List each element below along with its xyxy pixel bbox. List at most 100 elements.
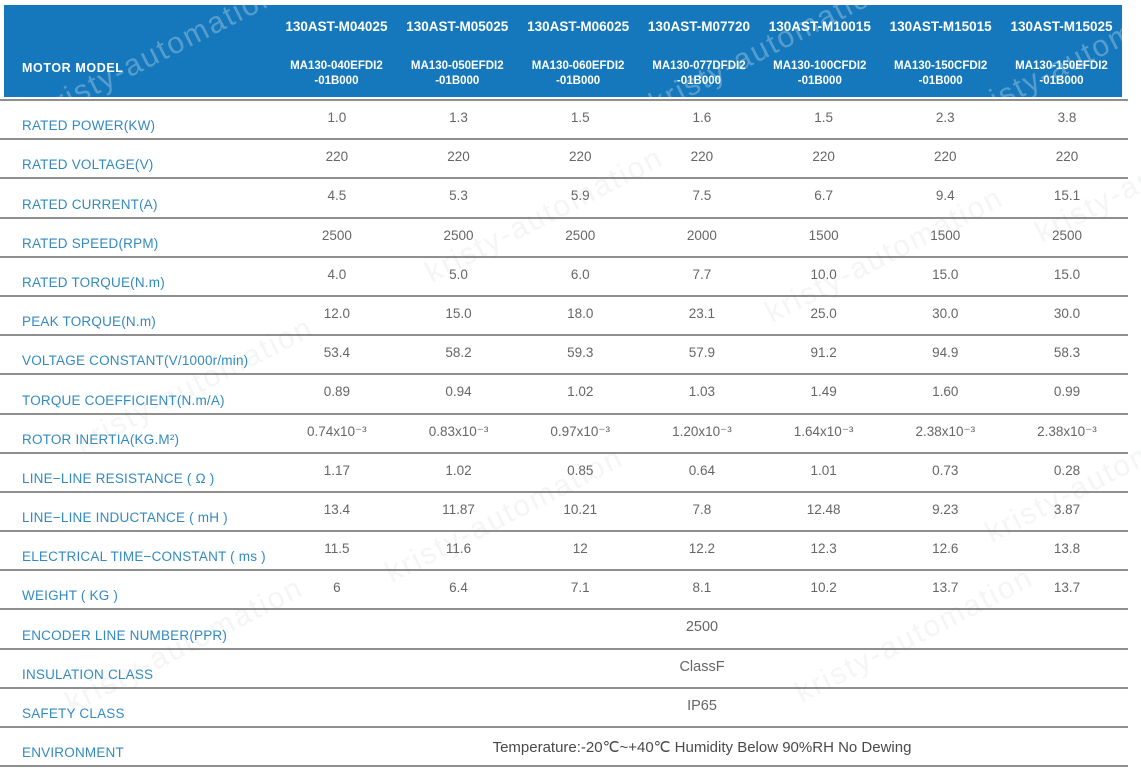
table-row: RATED POWER(KW) 1.0 1.3 1.5 1.6 1.5 2.3 3.8 (0, 101, 1128, 141)
value-cell: 10.2 (810, 580, 837, 596)
value-cell: 15.0 (445, 305, 472, 321)
value-cell: 220 (690, 149, 714, 165)
motor-part-number-line2: -01B000 (797, 75, 842, 87)
row-label: WEIGHT ( KG ) (22, 588, 119, 604)
value-cell: 0.73 (932, 462, 959, 478)
header-column: 130AST-M15025 MA130-150EFDI2 -01B000 (1001, 5, 1122, 97)
motor-part-number: MA130-150CFDI2 -01B000 (880, 59, 1001, 89)
row-label: ENCODER LINE NUMBER(PPR) (22, 627, 228, 643)
table-body: RATED POWER(KW) 1.0 1.3 1.5 1.6 1.5 2.3 3.8 RA… (0, 99, 1128, 768)
motor-part-number-line1: MA130-100CFDI2 (773, 60, 867, 72)
value-cell: 6.0 (570, 266, 590, 282)
row-label: PEAK TORQUE(N.m) (22, 314, 156, 330)
value-cell: 220 (812, 149, 835, 165)
row-label: ENVIRONMENT (22, 745, 124, 761)
table-row: RATED TORQUE(N.m) 4.0 5.0 6.0 7.7 10.0 15.0 15… (0, 258, 1128, 297)
value-cell: 10.0 (810, 266, 837, 282)
value-cell: 11.87 (442, 501, 475, 517)
motor-model-number: 130AST-M10015 (768, 19, 871, 34)
table-row: RATED VOLTAGE(V) 220 220 220 220 220 220 220 (0, 140, 1128, 180)
value-cell: 2500 (443, 227, 474, 243)
table-row: WEIGHT ( KG ) 6 6.4 7.1 8.1 10.2 13.7 13.7 (0, 571, 1128, 611)
row-cells: 0.74x10⁻³ 0.83x10⁻³ 0.97x10⁻³ 1.20x10⁻³ 1.64… (276, 415, 1128, 452)
motor-part-number-line2: -01B000 (1039, 75, 1084, 87)
header-column: 130AST-M10015 MA130-100CFDI2 -01B000 (759, 5, 880, 97)
table-row-merged: INSULATION CLASS ClassF (0, 650, 1128, 689)
row-label: RATED CURRENT(A) (22, 196, 158, 212)
value-cell: 59.3 (567, 345, 594, 361)
row-label: ROTOR INERTIA(KG.M²) (22, 431, 180, 447)
motor-part-number-line2: -01B000 (314, 75, 359, 87)
value-cell: 3.8 (1057, 110, 1077, 125)
row-cells: 4.5 5.3 5.9 7.5 6.7 9.4 15.1 (276, 179, 1128, 216)
value-cell: 1.17 (323, 462, 350, 478)
row-label: INSULATION CLASS (22, 666, 154, 682)
value-cell: 58.3 (1053, 345, 1081, 361)
row-cells: 1.0 1.3 1.5 1.6 1.5 2.3 3.8 (276, 101, 1128, 138)
value-cell: 1.02 (567, 384, 594, 400)
motor-part-number-line1: MA130-060EFDI2 (531, 60, 625, 72)
value-cell: 7.1 (570, 580, 590, 596)
motor-part-number-line1: MA130-150CFDI2 (893, 60, 988, 72)
value-cell: 1.20x10⁻³ (672, 423, 732, 439)
value-cell: 91.2 (810, 345, 837, 361)
value-cell: 3.87 (1053, 501, 1081, 517)
motor-model-number: 130AST-M06025 (527, 19, 630, 34)
table-row: RATED SPEED(RPM) 2500 2500 2500 2000 1500 150… (0, 219, 1128, 258)
value-cell: 12.3 (810, 541, 837, 557)
value-cell: 220 (934, 149, 957, 165)
value-cell: 15.0 (932, 266, 959, 282)
row-cells: 0.89 0.94 1.02 1.03 1.49 1.60 0.99 (276, 375, 1128, 412)
motor-part-number-line1: MA130-040EFDI2 (290, 60, 383, 72)
value-cell: 0.97x10⁻³ (550, 423, 611, 439)
row-cells: 4.0 5.0 6.0 7.7 10.0 15.0 15.0 (276, 258, 1128, 295)
row-cells: 1.17 1.02 0.85 0.64 1.01 0.73 0.28 (276, 454, 1128, 491)
header-column: 130AST-M04025 MA130-040EFDI2 -01B000 (276, 5, 397, 97)
value-cell: 2.3 (935, 110, 955, 125)
value-cell: 220 (325, 149, 349, 165)
value-cell: 12.6 (932, 541, 959, 557)
value-cell: 10.21 (563, 501, 598, 517)
merged-value-cell: ClassF (679, 658, 725, 675)
value-cell: 94.9 (932, 345, 959, 361)
table-row: PEAK TORQUE(N.m) 12.0 15.0 18.0 23.1 25.0 30.… (0, 297, 1128, 337)
motor-part-number: MA130-150EFDI2 -01B000 (1001, 59, 1122, 89)
value-cell: 1.0 (327, 110, 347, 125)
value-cell: 2.38x10⁻³ (1037, 423, 1097, 439)
motor-part-number-line2: -01B000 (556, 75, 601, 87)
row-label: RATED SPEED(RPM) (22, 235, 159, 251)
motor-part-number: MA130-060EFDI2 -01B000 (518, 59, 639, 89)
value-cell: 1.03 (688, 384, 716, 400)
motor-model-number: 130AST-M05025 (406, 19, 509, 34)
value-cell: 13.4 (323, 501, 350, 517)
motor-part-number-line2: -01B000 (676, 75, 722, 87)
value-cell: 2500 (565, 227, 596, 243)
table-row: LINE−LINE RESISTANCE ( Ω ) 1.17 1.02 0.85 0… (0, 454, 1128, 493)
row-cells: 11.5 11.6 12 12.2 12.3 12.6 13.8 (276, 532, 1128, 569)
value-cell: 1.01 (810, 462, 837, 478)
value-cell: 13.8 (1053, 541, 1081, 557)
value-cell: 58.2 (445, 345, 472, 361)
value-cell: 9.23 (932, 501, 959, 517)
value-cell: 4.5 (327, 188, 347, 204)
motor-model-label: MOTOR MODEL (22, 61, 124, 75)
value-cell: 1.5 (814, 110, 833, 125)
row-label: RATED POWER(KW) (22, 118, 156, 134)
row-cells: 6 6.4 7.1 8.1 10.2 13.7 13.7 (276, 571, 1128, 608)
value-cell: 15.0 (1053, 266, 1081, 282)
row-label: SAFETY CLASS (22, 706, 125, 721)
value-cell: 220 (1055, 149, 1079, 165)
value-cell: 2000 (686, 227, 717, 243)
value-cell: 0.83x10⁻³ (428, 423, 489, 439)
value-cell: 1.02 (445, 462, 472, 478)
value-cell: 1.60 (932, 384, 959, 400)
motor-part-number: MA130-050EFDI2 -01B000 (397, 59, 518, 89)
value-cell: 11.6 (445, 541, 472, 557)
value-cell: 0.85 (567, 462, 594, 478)
motor-part-number: MA130-077DFDI2 -01B000 (639, 59, 760, 89)
motor-part-number-line2: -01B000 (918, 75, 963, 87)
value-cell: 30.0 (932, 305, 959, 321)
value-cell: 57.9 (688, 345, 716, 361)
motor-model-number: 130AST-M07720 (647, 19, 750, 34)
value-cell: 7.7 (692, 266, 712, 282)
